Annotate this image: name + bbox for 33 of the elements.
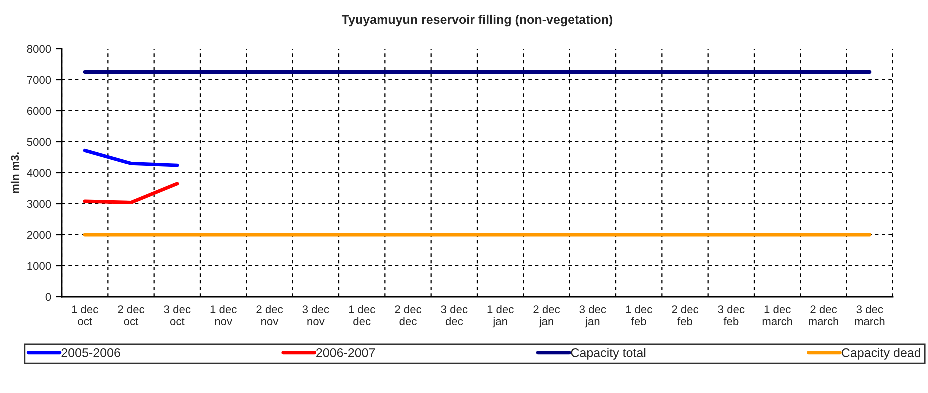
x-tick-label: 2 dec jan <box>534 305 560 328</box>
chart-title: Tyuyamuyun reservoir filling (non-vegetation) <box>342 14 613 27</box>
y-tick-label: 1000 <box>28 262 52 270</box>
y-tick-label: 5000 <box>27 138 52 146</box>
x-tick-label: 1 dec march <box>762 305 792 326</box>
x-tick-label: 3 dec nov <box>302 305 330 326</box>
x-tick-label: 1 dec nov <box>210 305 237 326</box>
y-tick-label: 0 <box>46 293 52 302</box>
y-tick-label: 2000 <box>27 231 52 240</box>
x-tick-label: 1 dec oct <box>72 305 98 326</box>
y-tick-label: 8000 <box>27 45 52 54</box>
y-axis-title: mln m3. <box>10 152 20 194</box>
legend-label: 2005-2006 <box>62 348 120 358</box>
x-tick-label: 1 dec feb <box>626 305 652 326</box>
x-tick-label: 1 dec jan <box>488 305 514 328</box>
y-tick-label: 6000 <box>27 107 52 116</box>
x-tick-label: 2 dec march <box>809 305 838 326</box>
x-tick-label: 2 dec nov <box>256 305 284 326</box>
legend-label: 2006-2007 <box>316 348 376 358</box>
y-tick-label: 3000 <box>27 200 52 208</box>
y-tick-label: 4000 <box>27 169 52 178</box>
x-tick-label: 3 dec jan <box>580 305 606 328</box>
x-tick-label: 1 dec dec <box>349 305 376 326</box>
y-tick-label: 7000 <box>27 76 52 84</box>
x-tick-label: 3 dec march <box>855 305 885 326</box>
x-tick-label: 3 dec dec <box>441 305 468 326</box>
x-tick-label: 2 dec feb <box>672 305 699 326</box>
x-tick-label: 2 dec oct <box>118 305 145 326</box>
legend-label: Capacity dead <box>842 348 921 360</box>
x-tick-label: 2 dec dec <box>395 305 422 326</box>
legend-label: Capacity total <box>571 348 646 360</box>
x-tick-label: 3 dec oct <box>164 305 191 326</box>
x-tick-label: 3 dec feb <box>718 305 745 326</box>
